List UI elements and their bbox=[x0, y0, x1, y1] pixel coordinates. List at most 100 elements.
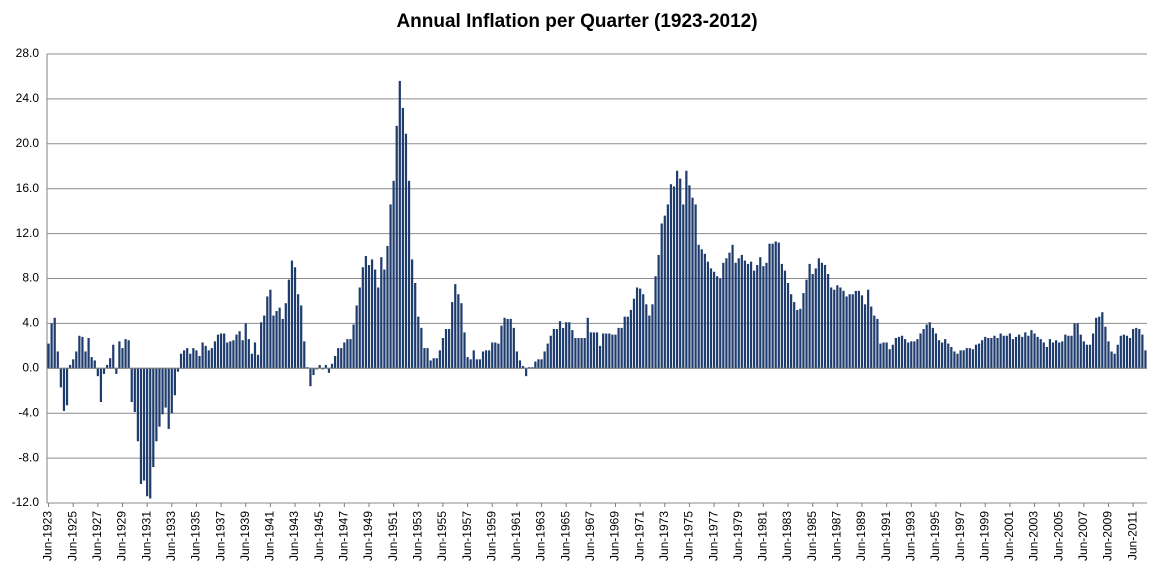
bar bbox=[1030, 330, 1033, 369]
bar bbox=[703, 253, 706, 369]
bar bbox=[999, 333, 1002, 369]
x-tick-label: Jun-1957 bbox=[460, 511, 474, 561]
bar bbox=[53, 317, 56, 369]
bar bbox=[213, 341, 217, 369]
bar bbox=[1122, 334, 1125, 369]
bar bbox=[592, 332, 596, 369]
bar bbox=[364, 256, 368, 369]
bar bbox=[632, 298, 636, 369]
bar bbox=[124, 339, 127, 369]
bar bbox=[463, 332, 466, 369]
bar bbox=[842, 290, 845, 369]
bar bbox=[1027, 335, 1030, 369]
bar bbox=[937, 340, 941, 369]
bar bbox=[290, 260, 294, 369]
bar bbox=[722, 262, 725, 369]
bar bbox=[740, 254, 743, 369]
bar bbox=[894, 337, 897, 369]
bar bbox=[204, 345, 207, 369]
bar bbox=[944, 339, 947, 369]
bar bbox=[183, 350, 186, 369]
bar bbox=[293, 267, 297, 369]
bar bbox=[272, 315, 275, 369]
x-tick-label: Jun-1963 bbox=[534, 511, 548, 561]
bar bbox=[244, 323, 247, 369]
bar bbox=[589, 332, 592, 369]
bar bbox=[65, 368, 69, 406]
bar bbox=[882, 342, 885, 369]
bar bbox=[1051, 342, 1055, 369]
bar bbox=[333, 355, 337, 369]
x-tick-label: Jun-1959 bbox=[484, 511, 498, 561]
bar bbox=[315, 368, 318, 370]
x-tick-label: Jun-1939 bbox=[238, 511, 252, 561]
bar bbox=[987, 337, 990, 369]
bar bbox=[823, 265, 827, 369]
bar bbox=[201, 342, 204, 369]
bar bbox=[685, 170, 688, 369]
bar bbox=[414, 282, 417, 369]
bar bbox=[139, 368, 143, 484]
bar bbox=[1125, 335, 1129, 369]
x-tick-label: Jun-1993 bbox=[903, 511, 917, 561]
bar bbox=[629, 309, 633, 369]
bar bbox=[919, 333, 922, 369]
bar bbox=[1119, 335, 1122, 369]
bar bbox=[521, 366, 525, 369]
bar bbox=[142, 368, 146, 481]
bar bbox=[278, 307, 281, 369]
x-tick-label: Jun-2011 bbox=[1125, 511, 1139, 560]
bar bbox=[340, 348, 343, 369]
x-tick-label: Jun-1923 bbox=[41, 511, 55, 561]
bar bbox=[1076, 323, 1079, 369]
bar bbox=[383, 269, 386, 369]
bar bbox=[47, 343, 50, 369]
bar bbox=[555, 329, 559, 369]
bar bbox=[1064, 334, 1067, 369]
bar bbox=[731, 244, 734, 369]
bar bbox=[1095, 317, 1098, 369]
bar bbox=[518, 360, 522, 369]
bar bbox=[1036, 336, 1039, 369]
x-tick-label: Jun-1951 bbox=[386, 511, 400, 561]
bar bbox=[99, 368, 103, 402]
bar bbox=[571, 330, 574, 369]
bar bbox=[660, 223, 663, 369]
bar bbox=[679, 178, 682, 369]
bar bbox=[216, 334, 220, 369]
bar bbox=[546, 343, 549, 369]
bar bbox=[232, 340, 235, 369]
bar bbox=[568, 322, 571, 369]
bar bbox=[62, 368, 66, 411]
bar bbox=[401, 107, 404, 369]
bar bbox=[380, 257, 383, 369]
bar bbox=[229, 341, 232, 369]
bar bbox=[321, 368, 324, 370]
bar bbox=[996, 337, 999, 369]
bar bbox=[879, 343, 882, 369]
x-tick-label: Jun-1971 bbox=[632, 511, 646, 561]
bar bbox=[377, 287, 380, 369]
bar bbox=[484, 350, 488, 369]
bar bbox=[802, 293, 805, 369]
bar bbox=[87, 337, 90, 369]
y-tick-label: 20.0 bbox=[16, 136, 40, 150]
bar bbox=[84, 351, 87, 369]
bar bbox=[577, 337, 580, 369]
bar bbox=[500, 325, 503, 369]
bar bbox=[836, 285, 839, 369]
bar bbox=[833, 289, 836, 369]
bar bbox=[848, 294, 851, 369]
x-tick-label: Jun-1945 bbox=[312, 511, 326, 561]
bar bbox=[503, 317, 506, 369]
bar bbox=[472, 350, 475, 369]
bar bbox=[1101, 312, 1104, 369]
bar bbox=[1005, 335, 1008, 369]
bar bbox=[420, 327, 423, 369]
x-tick-label: Jun-1949 bbox=[361, 511, 375, 561]
bar bbox=[207, 350, 210, 369]
bar bbox=[984, 336, 987, 369]
bar bbox=[1091, 333, 1095, 369]
bar bbox=[186, 348, 189, 369]
